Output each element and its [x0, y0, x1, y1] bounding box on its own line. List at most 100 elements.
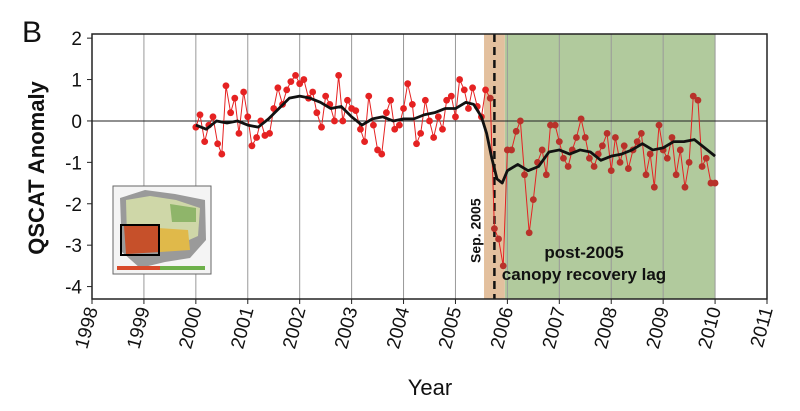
monthly-point [361, 138, 368, 146]
monthly-point [287, 78, 295, 86]
monthly-point [486, 94, 494, 102]
monthly-point [201, 138, 209, 146]
monthly-point [655, 121, 663, 129]
monthly-point [650, 183, 658, 191]
monthly-point [495, 235, 502, 243]
monthly-point [681, 183, 689, 191]
monthly-point [711, 179, 719, 187]
monthly-point [421, 96, 429, 104]
monthly-point [521, 171, 528, 179]
monthly-point [374, 146, 381, 154]
monthly-point [529, 196, 537, 204]
monthly-point [395, 121, 403, 129]
monthly-point [637, 129, 645, 137]
monthly-point [339, 117, 347, 125]
panel-label: B [22, 16, 42, 49]
monthly-point [309, 88, 317, 96]
x-tick-label: 2003 [331, 305, 362, 351]
monthly-point [456, 76, 464, 83]
x-tick-label: 2010 [695, 305, 726, 351]
monthly-point [426, 117, 433, 125]
monthly-point [248, 142, 256, 150]
monthly-point [646, 150, 654, 158]
monthly-point [240, 88, 248, 96]
y-tick-label: -2 [65, 195, 82, 216]
monthly-point [642, 171, 650, 179]
monthly-point [443, 96, 451, 104]
monthly-point [668, 134, 676, 141]
monthly-point [491, 225, 498, 233]
monthly-point [231, 94, 239, 102]
monthly-point [244, 113, 252, 121]
x-tick-label: 2004 [383, 304, 414, 351]
monthly-point [318, 123, 325, 131]
monthly-point [581, 134, 589, 141]
monthly-point [560, 154, 567, 162]
monthly-point [447, 92, 455, 100]
monthly-point [408, 100, 416, 108]
monthly-point [508, 146, 515, 154]
monthly-point [300, 76, 308, 83]
x-axis-label: Year [408, 375, 452, 400]
monthly-point [430, 134, 438, 141]
monthly-point [292, 72, 299, 79]
monthly-point [266, 129, 273, 137]
y-tick-label: 1 [71, 71, 82, 92]
y-tick-label: -1 [65, 153, 82, 174]
x-tick-label: 2002 [279, 305, 310, 351]
monthly-point [383, 109, 390, 117]
monthly-series-points [192, 72, 719, 270]
monthly-point [413, 140, 420, 148]
monthly-point [357, 125, 364, 133]
monthly-point [573, 134, 580, 141]
monthly-point [214, 140, 222, 148]
monthly-point [365, 92, 373, 100]
monthly-point [452, 113, 459, 121]
monthly-point [611, 134, 619, 141]
y-tick-label: 0 [71, 112, 82, 133]
monthly-point [469, 84, 476, 92]
x-axis-ticks: 1998 1999 2000 2001 2002 2003 2004 2005 2006 2007… [72, 299, 778, 351]
x-tick-label: 1998 [72, 305, 103, 351]
smoothed-series-line [195, 94, 716, 185]
annotation-line-1: post-2005 [544, 243, 623, 262]
monthly-point [698, 163, 706, 170]
y-axis-ticks: 2 1 0 -1 -2 -3 -4 [65, 29, 92, 299]
x-tick-label: 2006 [487, 305, 518, 351]
x-tick-label: 1999 [124, 305, 155, 351]
monthly-point [387, 96, 394, 104]
monthly-point [620, 142, 628, 150]
monthly-point [676, 146, 684, 154]
monthly-point [391, 125, 399, 133]
monthly-point [335, 72, 343, 79]
monthly-point [607, 167, 615, 175]
monthly-point [313, 109, 321, 117]
monthly-point [222, 82, 230, 90]
monthly-point [227, 109, 235, 117]
monthly-point [434, 113, 442, 121]
plot-frame [91, 33, 768, 300]
monthly-point [590, 163, 598, 170]
monthly-point [352, 107, 360, 115]
monthly-point [672, 171, 680, 179]
x-tick-label: 2007 [539, 305, 570, 351]
x-tick-label: 2001 [227, 305, 258, 351]
monthly-point [378, 150, 386, 158]
monthly-point [331, 117, 338, 125]
inset-map [112, 185, 212, 275]
monthly-point [274, 84, 282, 92]
x-tick-label: 2008 [591, 305, 622, 351]
monthly-point [296, 80, 304, 88]
monthly-point [538, 146, 546, 154]
monthly-point [564, 163, 572, 170]
monthly-point [702, 154, 710, 162]
monthly-point [404, 80, 412, 88]
monthly-point [663, 154, 671, 162]
y-tick-label: -4 [65, 278, 82, 299]
monthly-point [417, 129, 425, 137]
monthly-point [547, 121, 554, 129]
monthly-point [633, 138, 641, 146]
monthly-point [196, 111, 204, 119]
monthly-point [283, 86, 291, 94]
monthly-point [577, 115, 585, 123]
